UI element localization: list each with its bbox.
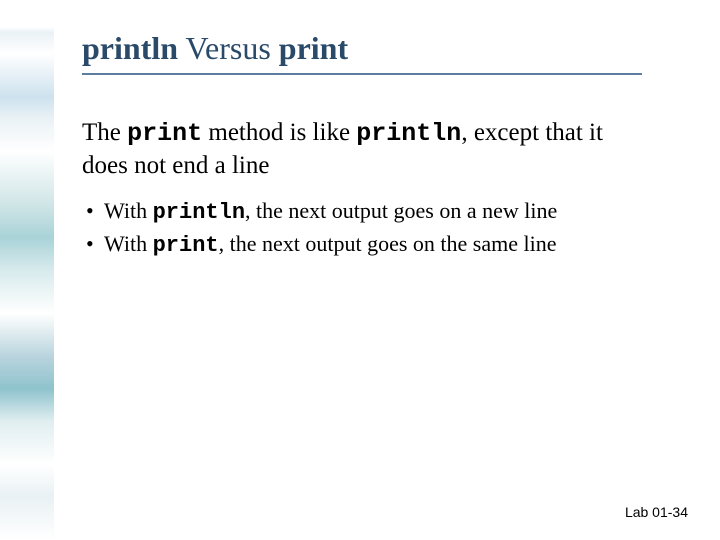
list-item: With print, the next output goes on the … bbox=[82, 229, 662, 261]
list-item: With println, the next output goes on a … bbox=[82, 196, 662, 228]
title-part-2: Versus bbox=[178, 30, 279, 66]
bullet-pre: With bbox=[104, 231, 153, 256]
body-mono-1: print bbox=[127, 119, 202, 148]
bullet-post: , the next output goes on the same line bbox=[219, 231, 557, 256]
slide-title: println Versus print bbox=[82, 30, 682, 67]
content-area: println Versus print The print method is… bbox=[82, 30, 682, 263]
slide-footer: Lab 01-34 bbox=[625, 504, 688, 520]
body-text-2: method is like bbox=[202, 119, 356, 146]
slide: println Versus print The print method is… bbox=[0, 0, 720, 540]
bullet-mono: print bbox=[153, 233, 219, 258]
title-part-1: println bbox=[82, 30, 178, 66]
body-paragraph: The print method is like println, except… bbox=[82, 117, 642, 182]
bullet-post: , the next output goes on a new line bbox=[245, 198, 557, 223]
bullet-mono: println bbox=[153, 200, 245, 225]
title-underline bbox=[82, 73, 642, 75]
sidebar-decoration bbox=[0, 0, 54, 540]
title-part-3: print bbox=[279, 30, 348, 66]
bullet-list: With println, the next output goes on a … bbox=[82, 196, 662, 261]
bullet-pre: With bbox=[104, 198, 153, 223]
body-mono-2: println bbox=[356, 119, 461, 148]
body-text-1: The bbox=[82, 119, 127, 146]
